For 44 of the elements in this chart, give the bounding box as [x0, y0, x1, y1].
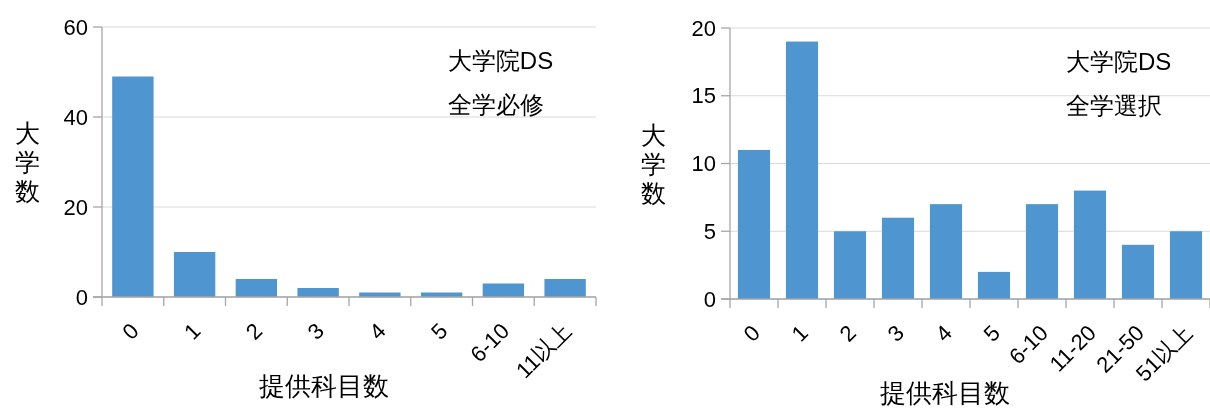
y-tick-label: 10 — [691, 151, 716, 176]
y-tick-label: 5 — [703, 218, 716, 244]
bar — [929, 204, 963, 299]
y-tick-label: 20 — [63, 194, 88, 220]
bar — [173, 252, 216, 297]
x-tick-label: 0 — [117, 318, 144, 345]
bar — [785, 41, 819, 299]
y-tick-label: 15 — [691, 83, 716, 109]
x-tick-label: 4 — [364, 318, 391, 345]
annotation: 大学院DS — [447, 47, 554, 74]
x-tick-label: 3 — [882, 320, 909, 347]
bar — [235, 279, 278, 297]
bar — [977, 271, 1011, 299]
annotation: 全学必修 — [447, 91, 544, 118]
x-tick-label: 1 — [179, 318, 206, 345]
x-tick-label: 0 — [738, 320, 765, 347]
x-tick-label: 1 — [786, 320, 813, 347]
y-axis-title: 大学数 — [640, 120, 666, 207]
annotation: 大学院DS — [1066, 48, 1172, 75]
x-axis-title: 提供科目数 — [880, 378, 1010, 408]
y-tick-label: 20 — [691, 15, 716, 41]
x-tick-label: 2 — [834, 320, 861, 347]
x-tick-label: 3 — [302, 318, 329, 345]
y-tick-label: 60 — [63, 14, 88, 40]
bar — [881, 217, 915, 299]
x-tick-label: 2 — [240, 318, 268, 345]
y-tick-label: 40 — [63, 104, 88, 130]
bar — [1121, 244, 1155, 299]
bar — [1073, 190, 1107, 299]
x-tick-label: 5 — [978, 320, 1005, 347]
bar — [297, 288, 339, 297]
y-tick-label: 0 — [703, 286, 716, 312]
bar — [737, 149, 771, 299]
x-axis-title: 提供科目数 — [259, 371, 389, 401]
bar — [1169, 231, 1203, 299]
y-axis-title: 大学数 — [14, 119, 40, 205]
bar — [1025, 204, 1059, 299]
bar — [833, 231, 867, 299]
y-tick-label: 0 — [75, 284, 88, 310]
x-tick-label: 5 — [426, 318, 453, 345]
annotation: 全学選択 — [1066, 92, 1162, 119]
x-tick-label: 4 — [930, 320, 957, 347]
bar — [112, 76, 154, 297]
bar — [544, 279, 586, 297]
